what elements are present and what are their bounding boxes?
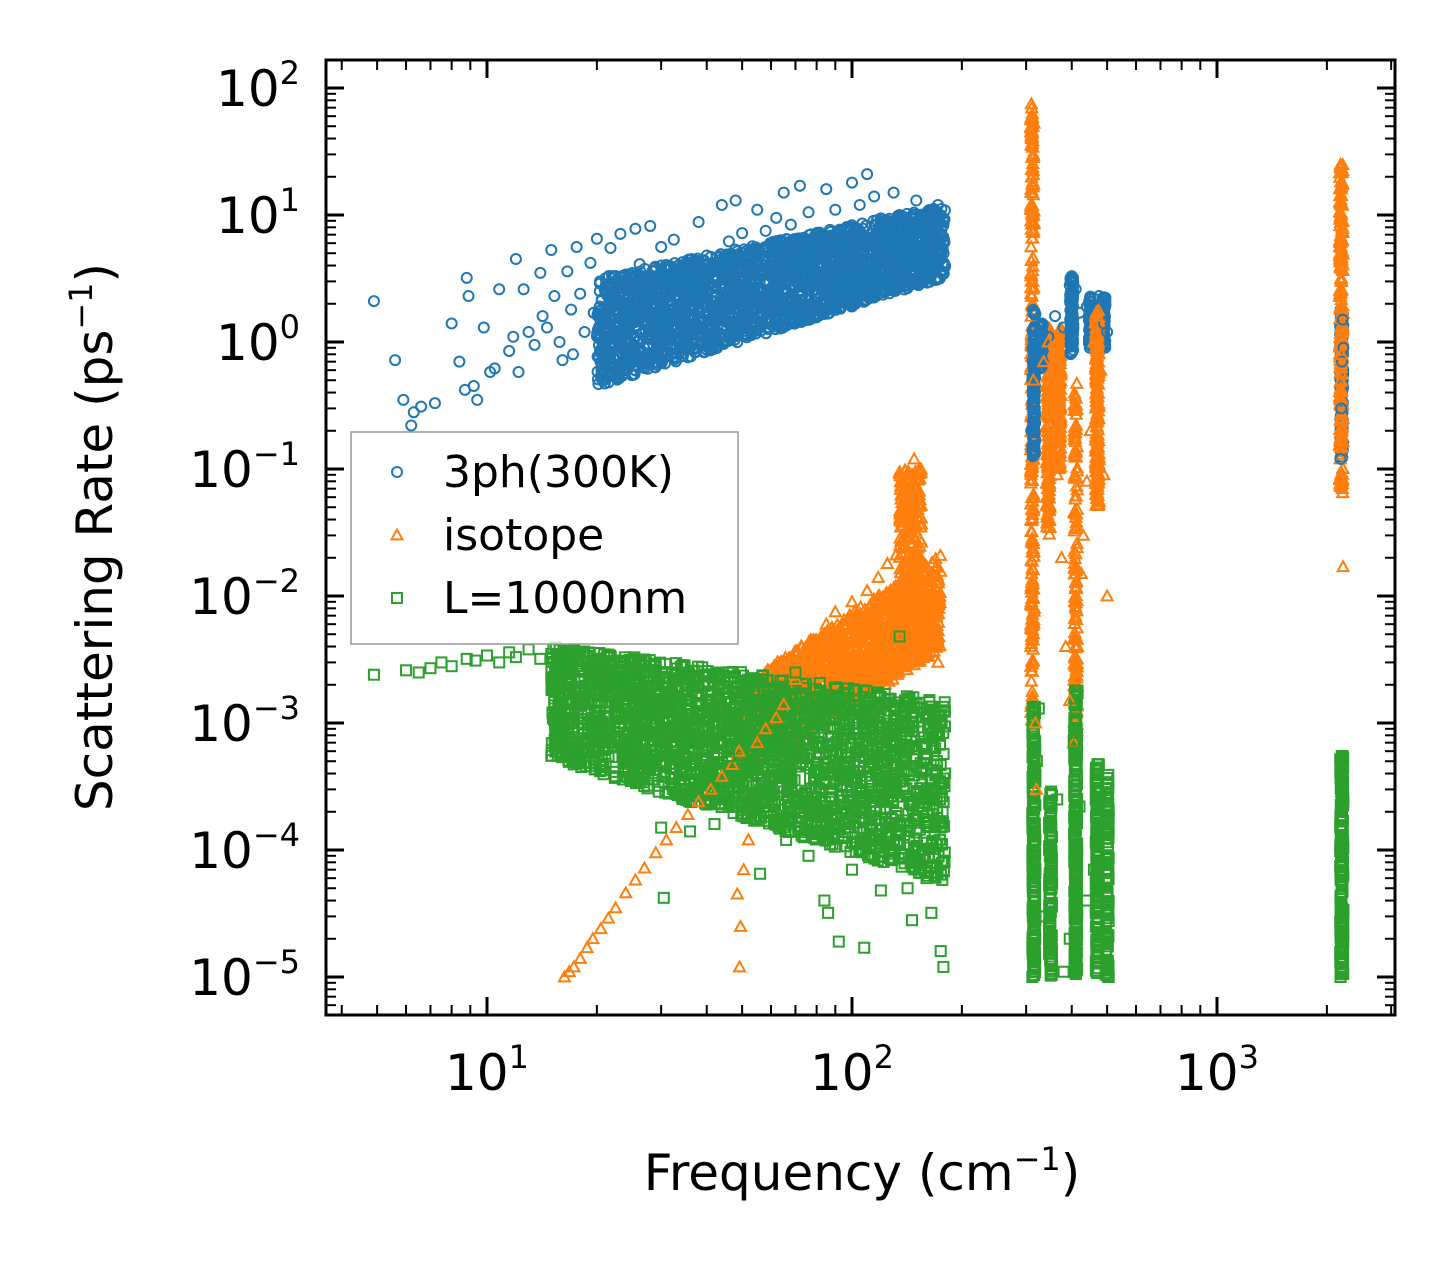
isotope-point bbox=[933, 547, 948, 561]
3ph-point bbox=[661, 261, 674, 274]
3ph-point bbox=[741, 290, 754, 303]
3ph-point bbox=[752, 311, 765, 324]
3ph-point bbox=[722, 302, 735, 315]
3ph-point bbox=[641, 341, 654, 354]
3ph-point bbox=[682, 253, 695, 266]
plot-area bbox=[367, 96, 1351, 983]
3ph-point bbox=[826, 252, 839, 265]
3ph-point bbox=[795, 285, 808, 298]
dense-data-bands bbox=[545, 100, 1351, 983]
